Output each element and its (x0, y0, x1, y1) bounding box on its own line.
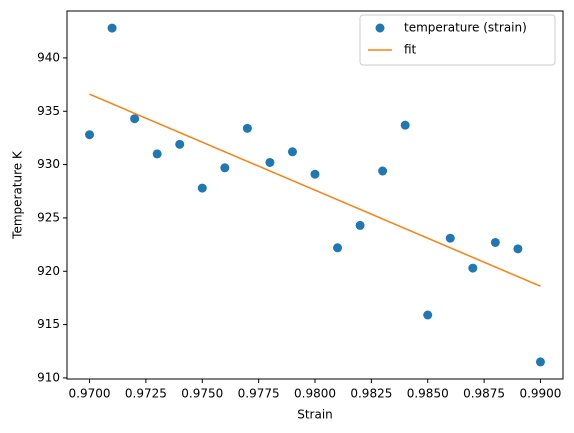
scatter-point (175, 139, 185, 149)
scatter-point (310, 169, 320, 179)
x-tick-label: 0.9775 (238, 387, 280, 401)
scatter-point (355, 220, 365, 230)
scatter-point (423, 310, 433, 320)
y-tick-label: 930 (37, 157, 60, 171)
scatter-point (130, 114, 140, 124)
legend-label: temperature (strain) (404, 21, 527, 35)
scatter-point (85, 130, 95, 140)
y-tick-label: 935 (37, 104, 60, 118)
scatter-point (490, 237, 500, 247)
x-tick-label: 0.9800 (294, 387, 336, 401)
y-tick-label: 920 (37, 264, 60, 278)
scatter-point (333, 243, 343, 253)
y-tick-label: 940 (37, 50, 60, 64)
x-tick-label: 0.9725 (125, 387, 167, 401)
scatter-point (242, 123, 252, 133)
legend-box (359, 14, 556, 66)
x-tick-label: 0.9750 (181, 387, 223, 401)
x-tick-label: 0.9875 (463, 387, 505, 401)
scatter-point (197, 183, 207, 193)
x-axis-label: Strain (297, 408, 333, 422)
y-tick-label: 925 (37, 210, 60, 224)
x-tick-label: 0.9700 (69, 387, 111, 401)
x-tick-label: 0.9900 (519, 387, 561, 401)
scatter-point (287, 147, 297, 157)
plot-frame (66, 10, 564, 380)
x-tick-label: 0.9825 (350, 387, 392, 401)
scatter-point (513, 244, 523, 254)
legend-label: fit (404, 43, 417, 57)
y-tick-label: 910 (37, 370, 60, 384)
y-axis-label: Temperature K (11, 150, 25, 240)
scatter-point (468, 263, 478, 273)
scatter-point (265, 157, 275, 167)
y-tick-label: 915 (37, 317, 60, 331)
legend-marker (375, 23, 385, 33)
scatter-point (445, 233, 455, 243)
scatter-point (378, 166, 388, 176)
scatter-point (220, 163, 230, 173)
scatter-point (152, 149, 162, 159)
x-tick-label: 0.9850 (407, 387, 449, 401)
scatter-point (107, 23, 117, 33)
fit-line (89, 93, 541, 287)
scatter-point (535, 357, 545, 367)
scatter-point (400, 120, 410, 130)
